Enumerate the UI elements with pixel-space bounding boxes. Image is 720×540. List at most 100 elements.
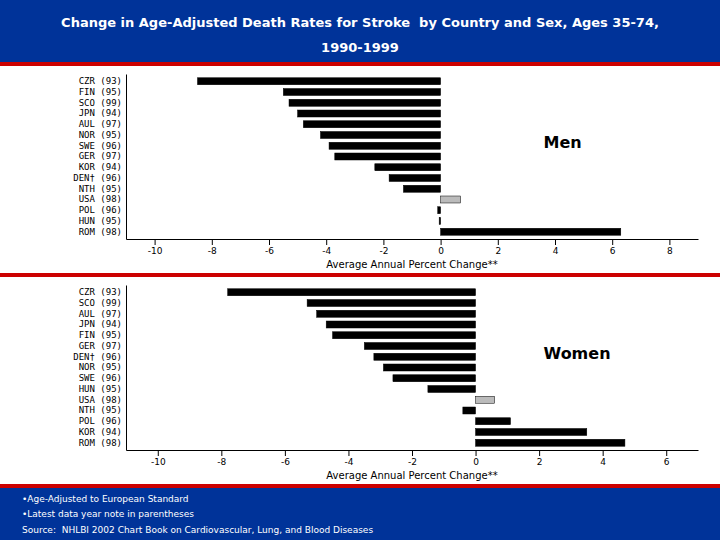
x-tick-mark	[666, 450, 667, 456]
panel: -10-8-6-4-20246CZR (93)SCO (99)AUL (97)J…	[73, 285, 698, 481]
bar	[374, 353, 476, 360]
x-tick: 6	[610, 239, 616, 256]
x-tick-mark	[158, 450, 159, 456]
divider	[0, 273, 720, 277]
y-tick-label: FIN (95)	[79, 87, 122, 97]
x-tick-mark	[498, 239, 499, 245]
x-tick: 6	[664, 450, 670, 467]
y-tick: CZR (93)	[79, 287, 126, 297]
y-tick-label: NTH (95)	[79, 405, 122, 415]
y-tick-label: FIN (95)	[79, 330, 122, 340]
bar	[320, 132, 440, 139]
y-tick: NOR (95)	[79, 130, 126, 140]
y-tick: POL (96)	[79, 416, 126, 426]
y-tick: NTH (95)	[79, 184, 126, 194]
footer-note: •Latest data year note in parentheses	[22, 509, 194, 519]
x-tick-label: 4	[553, 246, 559, 256]
y-tick-label: USA (98)	[79, 194, 122, 204]
x-tick-label: 4	[600, 457, 606, 467]
x-tick-label: -8	[217, 457, 226, 467]
x-axis-title: Average Annual Percent Change**	[326, 259, 497, 270]
x-tick-mark	[348, 450, 349, 456]
footer-background	[0, 488, 720, 540]
footer-note: Source: NHLBI 2002 Chart Book on Cardiov…	[22, 525, 373, 535]
x-tick: -8	[208, 239, 217, 256]
y-tick-label: CZR (93)	[79, 76, 122, 86]
y-tick-label: AUL (97)	[79, 309, 122, 319]
y-tick-label: SCO (99)	[79, 298, 122, 308]
bars	[198, 78, 621, 235]
bar	[439, 218, 440, 225]
x-tick: -10	[148, 239, 163, 256]
y-tick-label: CZR (93)	[79, 287, 122, 297]
y-tick-label: NOR (95)	[79, 362, 122, 372]
x-tick-label: 2	[495, 246, 501, 256]
panel-label: Women	[544, 344, 611, 363]
y-tick: USA (98)	[79, 395, 126, 405]
y-tick: JPN (94)	[79, 319, 126, 329]
y-axis-line	[126, 286, 127, 451]
y-tick: GER (97)	[79, 151, 126, 161]
y-tick: FIN (95)	[79, 330, 126, 340]
bar	[441, 196, 461, 203]
x-tick: 2	[537, 450, 543, 467]
y-tick: HUN (95)	[79, 216, 126, 226]
x-tick-mark	[612, 239, 613, 245]
x-tick-label: -6	[281, 457, 290, 467]
x-tick-mark	[221, 450, 222, 456]
y-tick-label: NOR (95)	[79, 130, 122, 140]
x-tick: 0	[473, 450, 479, 467]
y-tick: POL (96)	[79, 205, 126, 215]
bars	[228, 289, 625, 446]
bar	[476, 396, 495, 403]
x-tick-mark	[285, 450, 286, 456]
x-tick-mark	[269, 239, 270, 245]
plot-background	[126, 285, 698, 450]
x-tick: -10	[151, 450, 166, 467]
x-tick-label: 2	[537, 457, 543, 467]
y-tick-label: NTH (95)	[79, 184, 122, 194]
bar	[198, 78, 441, 85]
y-tick-label: AUL (97)	[79, 119, 122, 129]
bar	[228, 289, 476, 296]
x-tick-label: 0	[438, 246, 444, 256]
bar	[326, 321, 475, 328]
bar	[403, 185, 440, 192]
y-tick-label: KOR (94)	[79, 427, 122, 437]
bar	[438, 207, 441, 214]
y-tick: AUL (97)	[79, 309, 126, 319]
x-tick-label: -6	[265, 246, 274, 256]
x-tick: -6	[281, 450, 290, 467]
x-tick-mark	[155, 239, 156, 245]
y-tick-label: SWE (96)	[79, 373, 122, 383]
y-tick: AUL (97)	[79, 119, 126, 129]
bar	[383, 364, 475, 371]
plot-background	[126, 74, 698, 239]
bar	[389, 175, 440, 182]
y-tick-label: GER (97)	[79, 341, 122, 351]
y-tick-label: JPN (94)	[79, 108, 122, 118]
y-tick-label: SCO (99)	[79, 98, 122, 108]
y-tick: DEN† (96)	[73, 173, 126, 183]
x-tick: -4	[322, 239, 331, 256]
x-tick-label: -2	[379, 246, 388, 256]
y-tick-label: SWE (96)	[79, 141, 122, 151]
bar	[476, 439, 625, 446]
x-tick-label: -4	[344, 457, 353, 467]
y-tick: USA (98)	[79, 194, 126, 204]
x-tick-mark	[212, 239, 213, 245]
bar	[317, 310, 476, 317]
y-tick-label: USA (98)	[79, 395, 122, 405]
y-tick-label: KOR (94)	[79, 162, 122, 172]
bar	[476, 418, 511, 425]
x-tick-mark	[603, 450, 604, 456]
y-tick-label: POL (96)	[79, 205, 122, 215]
x-tick-mark	[326, 239, 327, 245]
bar	[393, 375, 476, 382]
y-tick-label: DEN† (96)	[73, 352, 122, 362]
x-tick-label: -10	[151, 457, 166, 467]
bar	[283, 89, 440, 96]
bar	[463, 407, 476, 414]
y-tick: JPN (94)	[79, 108, 126, 118]
x-tick-label: 6	[610, 246, 616, 256]
